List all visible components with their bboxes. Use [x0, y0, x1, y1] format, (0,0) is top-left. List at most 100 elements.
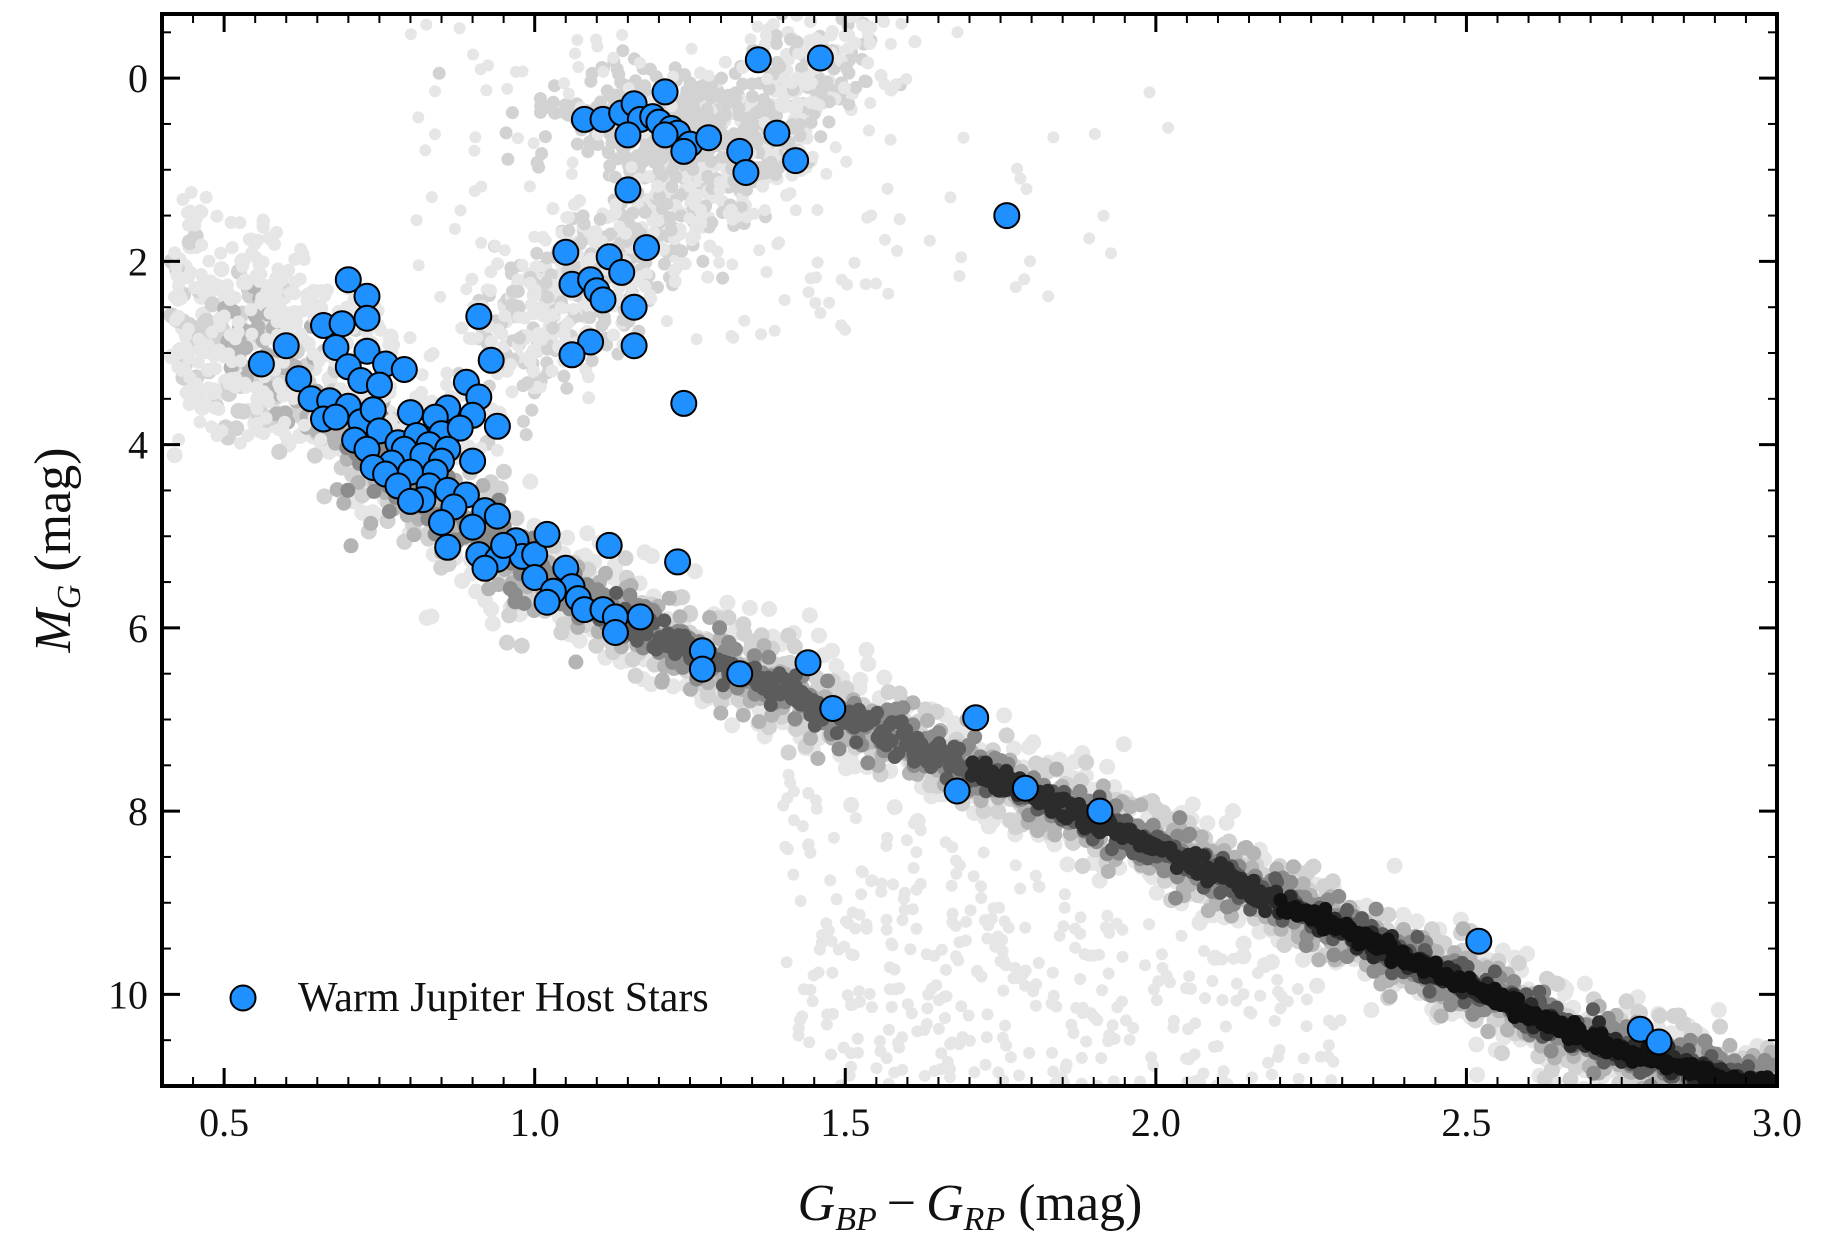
field-star — [831, 741, 847, 757]
field-star — [1674, 1103, 1690, 1119]
field-star — [1694, 1109, 1710, 1125]
field-star — [735, 707, 751, 723]
field-star — [627, 667, 644, 684]
field-star — [761, 601, 778, 617]
field-star — [1386, 857, 1403, 874]
field-star — [366, 483, 382, 499]
field-star — [1586, 1065, 1602, 1081]
field-star — [617, 550, 634, 567]
field-star — [1168, 890, 1184, 906]
field-star — [1382, 989, 1398, 1005]
field-star — [568, 654, 584, 670]
field-star — [1544, 1061, 1560, 1078]
field-star — [1258, 904, 1273, 919]
field-star — [495, 463, 512, 480]
field-star — [1235, 948, 1252, 965]
field-star — [1318, 901, 1333, 916]
field-star — [1716, 1094, 1731, 1109]
field-star — [1395, 906, 1412, 923]
field-star — [1586, 1002, 1600, 1017]
field-star — [1751, 1086, 1765, 1100]
field-star — [654, 672, 670, 688]
field-star — [1726, 1088, 1742, 1104]
field-star — [1268, 871, 1283, 886]
field-star — [1072, 784, 1088, 799]
field-star — [1078, 754, 1095, 771]
field-star — [1487, 964, 1502, 979]
field-star — [204, 296, 221, 313]
field-star — [727, 641, 743, 657]
field-star — [1710, 1002, 1727, 1018]
field-star — [908, 35, 922, 49]
field-star — [1295, 876, 1311, 892]
field-star — [673, 589, 690, 606]
field-star — [1005, 740, 1022, 757]
field-star — [1767, 1085, 1771, 1086]
field-star — [810, 751, 826, 766]
field-star — [860, 755, 876, 771]
field-star — [1697, 1087, 1713, 1103]
field-star — [1721, 1119, 1737, 1135]
field-star — [741, 599, 758, 616]
field-star — [1716, 1090, 1730, 1104]
field-star — [1707, 1087, 1723, 1103]
field-star — [761, 649, 777, 665]
field-star — [238, 340, 254, 356]
field-star — [1737, 1123, 1753, 1139]
field-star — [1767, 1087, 1781, 1101]
field-star — [1720, 1094, 1735, 1109]
field-star — [1506, 974, 1522, 989]
field-star — [801, 607, 818, 624]
field-star — [1698, 1088, 1714, 1104]
field-star — [1709, 1098, 1725, 1114]
field-star — [1727, 1143, 1743, 1159]
field-star — [1643, 1099, 1659, 1115]
field-star — [1311, 952, 1327, 968]
field-star — [1396, 922, 1412, 937]
field-star — [1363, 1002, 1380, 1018]
field-star — [1749, 1086, 1763, 1100]
field-star — [1723, 1094, 1738, 1109]
field-star — [860, 655, 877, 672]
field-star — [1263, 954, 1280, 970]
field-star — [1737, 1096, 1752, 1111]
field-star — [579, 525, 596, 542]
field-star — [672, 609, 688, 625]
field-star — [702, 610, 718, 625]
field-star — [1705, 1091, 1721, 1107]
field-star — [598, 565, 613, 581]
field-star — [1606, 1102, 1622, 1118]
field-star — [582, 391, 596, 405]
field-star — [786, 638, 803, 655]
field-star — [522, 473, 539, 490]
field-star — [1576, 1080, 1592, 1086]
field-star — [1469, 1066, 1486, 1083]
field-star — [849, 735, 864, 750]
field-star — [1658, 1086, 1674, 1102]
field-star — [1643, 1095, 1659, 1111]
field-star — [1380, 906, 1397, 923]
field-star — [354, 487, 371, 504]
field-star — [622, 587, 638, 603]
field-star — [343, 538, 359, 554]
field-star — [932, 736, 947, 751]
field-star — [713, 705, 729, 721]
field-star — [820, 673, 836, 689]
field-star — [1145, 817, 1161, 833]
field-star — [381, 504, 397, 519]
field-star — [746, 648, 762, 664]
field-star — [1543, 1043, 1559, 1059]
field-star — [1576, 975, 1593, 992]
field-star — [555, 616, 572, 633]
field-star — [475, 478, 491, 493]
field-star — [810, 627, 827, 644]
field-star — [719, 594, 736, 611]
field-star — [1654, 1097, 1669, 1112]
field-star — [858, 641, 875, 658]
field-star — [363, 515, 379, 531]
field-star — [1305, 858, 1322, 875]
field-star — [1710, 1115, 1725, 1130]
field-star — [1715, 1128, 1731, 1144]
field-star — [1115, 736, 1132, 753]
field-star — [1731, 1101, 1747, 1117]
